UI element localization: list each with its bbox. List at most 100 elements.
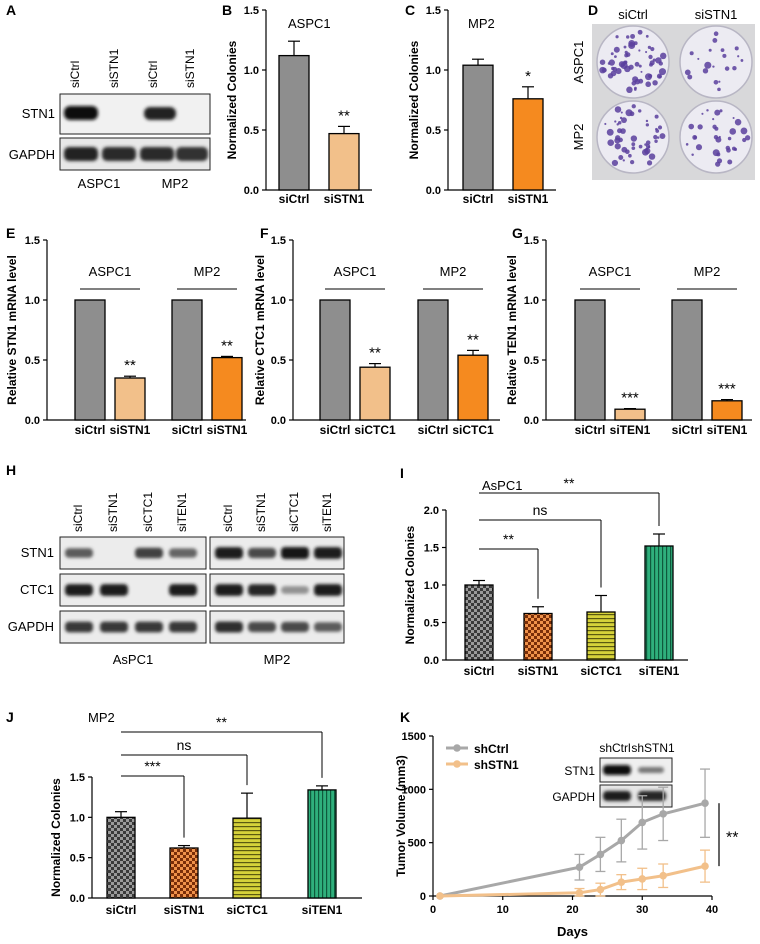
- data-point: [659, 810, 667, 818]
- colony-dot: [659, 133, 666, 139]
- panel-letter-d: D: [588, 2, 598, 18]
- group-label: ASPC1: [334, 264, 377, 279]
- blot-h-lane-label: siSTN1: [254, 492, 268, 532]
- panel-letters: A B C D E F G H I J K: [6, 2, 598, 725]
- bar-chart-b: 0.0 0.5 1.0 1.5 Normalized Colonies siCtrl siS…: [225, 5, 372, 206]
- colony-dot: [719, 109, 723, 113]
- colony-dot: [654, 139, 658, 143]
- y-tick-label: 1.0: [70, 812, 85, 824]
- colony-dot: [632, 76, 639, 83]
- blot-a-band: [64, 106, 98, 120]
- x-tick-label: siSTN1: [508, 192, 549, 206]
- data-point: [701, 862, 709, 870]
- x-tick-label: siCTC1: [354, 423, 396, 437]
- colony-dot: [689, 51, 694, 56]
- bar: [512, 98, 544, 191]
- y-tick-label: 0.0: [426, 185, 441, 197]
- colony-dot: [617, 120, 622, 125]
- x-tick-label: siCtrl: [106, 903, 137, 917]
- blot-h-lane-label: siCtrl: [221, 505, 235, 532]
- colony-dot: [615, 35, 619, 39]
- colony-dot: [624, 149, 630, 155]
- colony-dot: [724, 66, 730, 71]
- colony-dot: [691, 153, 694, 157]
- blot-h-band: [65, 621, 93, 633]
- colony-dot: [645, 81, 652, 88]
- x-tick-label: siCtrl: [279, 192, 310, 206]
- bar: [278, 54, 310, 191]
- significance-label: **: [726, 830, 738, 847]
- colony-dot: [712, 65, 715, 68]
- y-tick-label: 500: [408, 838, 426, 850]
- blot-k-row-label: GAPDH: [552, 790, 595, 804]
- colony-dot: [729, 128, 737, 135]
- colony-dot: [653, 134, 658, 140]
- x-tick-label: siCtrl: [575, 423, 606, 437]
- significance-label: **: [467, 331, 479, 348]
- colony-dot: [697, 124, 703, 130]
- y-tick-label: 0.0: [244, 185, 259, 197]
- blot-h-band: [215, 584, 243, 596]
- colony-dot: [622, 60, 627, 65]
- series-line: [439, 864, 706, 898]
- bar: [464, 584, 494, 661]
- blot-h-lane-label: siCTC1: [141, 492, 155, 532]
- blot-h-band: [281, 621, 309, 633]
- x-tick-label: siCTC1: [452, 423, 494, 437]
- x-tick-label: siCtrl: [418, 423, 449, 437]
- colony-dot: [641, 148, 649, 156]
- colony-dot: [737, 55, 740, 58]
- colony-dot: [630, 33, 636, 39]
- panel-letter-a: A: [6, 2, 16, 18]
- colony-dot: [648, 153, 656, 160]
- blot-h-band: [248, 584, 276, 596]
- significance-label: ***: [718, 381, 736, 398]
- y-tick-label: 1.5: [524, 235, 539, 247]
- colony-dot: [640, 70, 643, 73]
- colony-dot: [655, 57, 662, 64]
- blot-k-band: [638, 767, 664, 773]
- colony-dot: [701, 112, 704, 115]
- blot-a-band: [140, 147, 174, 161]
- bar: [671, 299, 703, 421]
- y-axis-label: Relative CTC1 mRNA level: [253, 255, 267, 405]
- blot-k-band: [603, 791, 631, 801]
- blot-h-band: [65, 584, 93, 596]
- dish-col-label: siCtrl: [618, 7, 648, 22]
- colony-dot: [704, 61, 712, 69]
- colony-dot: [637, 29, 643, 35]
- colony-dish: [596, 25, 670, 99]
- group-label: MP2: [194, 264, 221, 279]
- y-tick-label: 1.5: [70, 772, 85, 784]
- bar: [114, 377, 146, 421]
- panel-letter-j: J: [6, 709, 14, 725]
- significance-label: ***: [144, 758, 161, 774]
- blot-h-band: [100, 584, 128, 596]
- bar-chart-e: 0.0 0.5 1.0 1.5 Relative STN1 mRNA level siCt…: [5, 235, 248, 437]
- colony-dot: [631, 146, 636, 151]
- blot-a-lane-label: siSTN1: [107, 48, 121, 88]
- data-point: [617, 878, 626, 886]
- significance-label: ns: [177, 737, 192, 753]
- y-tick-label: 0.0: [424, 655, 439, 667]
- y-tick-label: 0.5: [244, 125, 259, 137]
- blot-h-band: [248, 621, 276, 633]
- colony-dot: [611, 159, 619, 167]
- colony-dot: [727, 136, 732, 141]
- bar: [211, 356, 243, 421]
- data-point: [638, 818, 647, 827]
- blot-k-col-label: shSTN1: [631, 741, 675, 755]
- colony-dot: [706, 109, 709, 112]
- y-tick-label: 1.5: [271, 235, 286, 247]
- data-point: [436, 892, 444, 900]
- y-tick-label: 1000: [402, 784, 426, 796]
- colony-dot: [645, 34, 649, 38]
- bar: [417, 299, 449, 421]
- colony-dot: [645, 50, 648, 54]
- y-tick-label: 1.5: [25, 235, 40, 247]
- legend-label: shCtrl: [474, 742, 509, 756]
- colony-dot: [718, 80, 721, 83]
- bar: [711, 400, 743, 421]
- x-tick-label: siCtrl: [464, 664, 495, 678]
- colony-dot: [648, 54, 653, 60]
